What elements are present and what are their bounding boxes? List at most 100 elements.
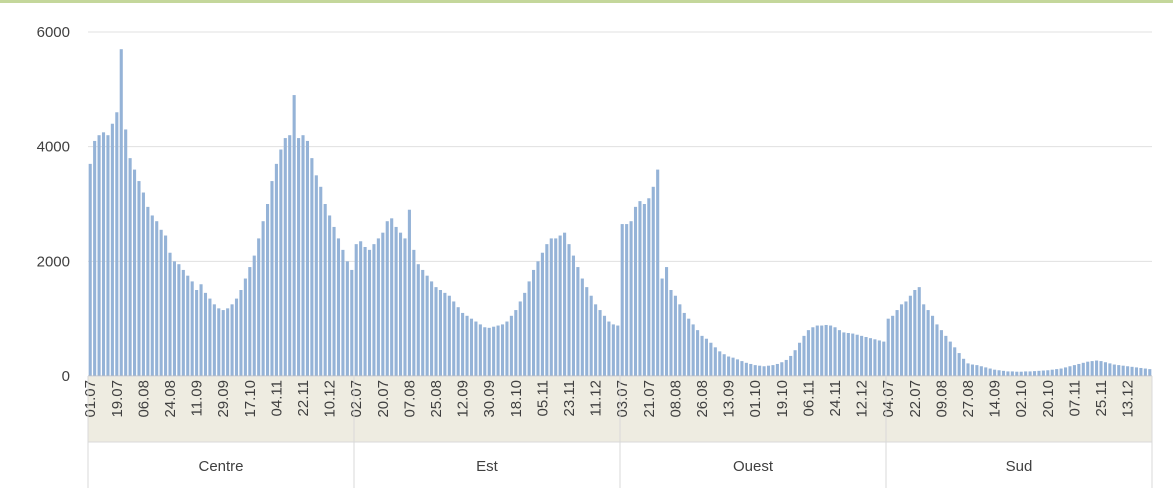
bar [239,290,243,376]
x-tick-label: 23.11 [561,380,578,416]
bar [815,325,819,376]
x-tick-label: 24.11 [827,380,844,416]
bar [802,335,806,376]
bar [536,261,540,376]
bar [452,301,456,376]
bar [518,301,522,376]
bar [265,204,270,376]
bar [1117,365,1121,376]
bar [350,269,354,376]
x-tick-label: 07.11 [1066,380,1083,416]
bar [208,298,212,376]
bar [101,132,106,376]
bar [323,204,327,376]
x-tick-label: 02.07 [348,380,365,418]
bar [270,181,274,376]
bar [234,298,239,376]
group-label: Sud [1006,458,1033,475]
bar [908,295,912,376]
bar [1055,369,1059,376]
bar [1019,371,1023,376]
bar [1001,370,1006,376]
x-tick-label: 11.09 [189,380,206,416]
bar [243,278,247,376]
bar [820,325,824,376]
bar [571,255,576,376]
bar [775,363,779,376]
bar [642,204,646,376]
bar [948,341,952,376]
bar [146,206,150,376]
bar [793,350,797,376]
bar [837,330,842,376]
x-tick-label: 05.11 [534,380,551,416]
bar [704,338,709,376]
bar [297,138,301,376]
x-tick-label: 04.07 [880,380,897,418]
bar [425,275,429,376]
bar [523,292,527,376]
bar [155,221,159,376]
bar [1024,371,1028,376]
bar [602,315,607,376]
bar [496,325,500,376]
bar [727,356,731,376]
bar [177,264,181,376]
bar [115,112,119,377]
bar [886,318,890,376]
bar [443,292,447,376]
bar [558,235,562,376]
x-tick-label: 08.08 [667,380,684,418]
bar [700,335,704,376]
bar [829,325,833,376]
bar [456,307,460,376]
bar [935,324,939,376]
bar [407,209,411,376]
bar [310,158,314,376]
bar [1015,371,1019,376]
bar [367,249,372,376]
bar [753,365,757,376]
bar [363,247,367,376]
x-tick-label: 10.12 [322,380,339,418]
bar [997,370,1001,376]
bar [664,267,669,376]
bar [913,290,917,376]
bar [633,206,638,376]
bar [740,361,744,376]
bar [607,321,611,376]
x-tick-label: 22.11 [295,380,312,416]
bar [505,321,509,376]
bar [461,312,465,376]
x-tick-label: 13.12 [1120,380,1137,418]
bar [124,129,128,376]
bar [359,241,363,376]
bar [576,267,580,376]
bar [345,261,349,376]
x-tick-label: 13.09 [721,380,738,418]
bar [128,158,132,376]
bar [416,264,420,376]
x-tick-label: 20.07 [375,380,392,418]
bar [944,335,948,376]
x-tick-label: 12.12 [854,380,871,418]
bar [1090,361,1094,376]
bar [478,324,482,376]
bar [305,140,310,376]
bar [106,135,110,376]
bar [509,315,513,376]
x-tick-label: 25.11 [1093,380,1110,416]
x-tick-label: 21.07 [641,380,658,418]
bar [394,226,398,376]
bar [1103,362,1108,376]
bar [390,218,394,376]
bar [660,278,664,376]
bar [806,330,810,376]
bar [332,226,336,376]
y-tick-label: 0 [62,368,70,385]
bar [899,304,904,376]
bar [492,326,496,376]
bar [567,244,571,376]
x-tick-label: 26.08 [694,380,711,418]
